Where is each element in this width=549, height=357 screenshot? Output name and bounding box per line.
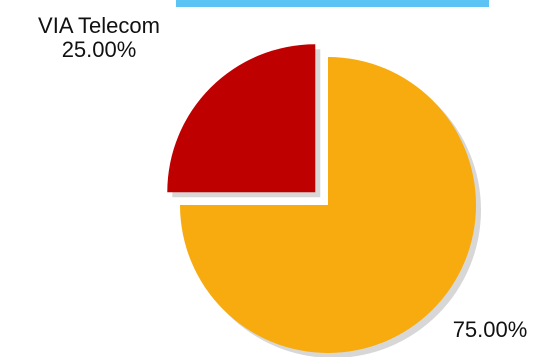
pie-slice-via-telecom (167, 44, 316, 193)
slice-label-via-telecom: VIA Telecom 25.00% (4, 14, 194, 62)
pie-slice-other-1 (180, 57, 476, 353)
slice-value-other: 75.00% (452, 317, 528, 342)
header-bar (176, 0, 489, 7)
slice-value-via-telecom: 25.00% (61, 37, 137, 62)
slice-name-via-telecom: VIA Telecom (38, 13, 160, 38)
slice-label-other: 75.00% (434, 318, 546, 342)
